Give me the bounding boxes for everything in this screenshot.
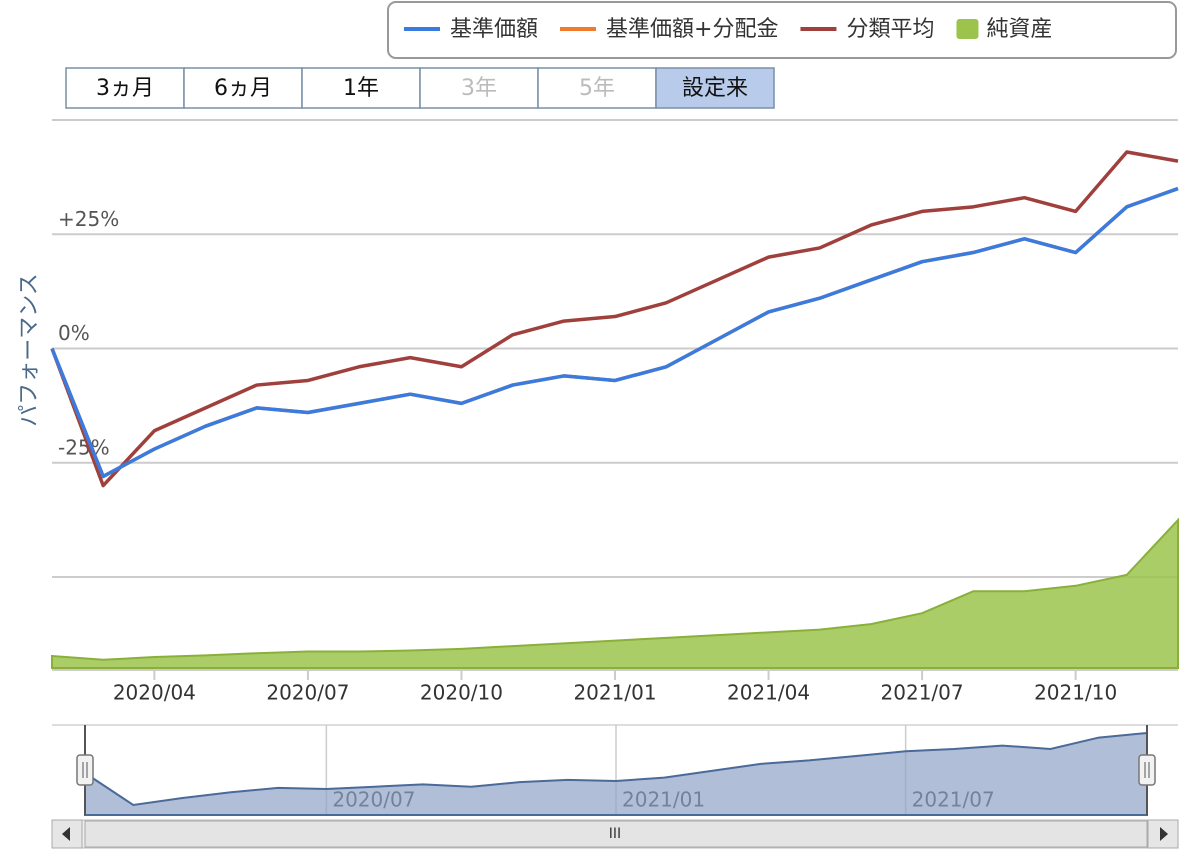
legend-box bbox=[387, 1, 1177, 59]
range-button[interactable] bbox=[183, 67, 303, 109]
range-button-label: 5年 bbox=[579, 76, 615, 101]
line bbox=[50, 150, 1179, 488]
y-tick-label: -25% bbox=[58, 435, 110, 459]
x-tick-label: 2021/10 bbox=[1034, 681, 1117, 705]
legend-label[interactable]: 基準価額+分配金 bbox=[606, 17, 778, 42]
range-button[interactable] bbox=[65, 67, 185, 109]
legend-label[interactable]: 分類平均 bbox=[846, 17, 934, 42]
navigator-handle[interactable] bbox=[1138, 754, 1156, 786]
range-button-label: 3ヵ月 bbox=[96, 76, 154, 101]
y-axis-title: パフォーマンス bbox=[17, 273, 42, 427]
arrow-right bbox=[1160, 827, 1168, 841]
legend-label[interactable]: 基準価額 bbox=[450, 17, 538, 42]
navigator-handle[interactable] bbox=[76, 754, 94, 786]
scrollbar-grip: III bbox=[609, 826, 621, 842]
range-button-label: 1年 bbox=[343, 76, 379, 101]
y-tick-label: 0% bbox=[58, 321, 90, 345]
arrow-left bbox=[62, 827, 70, 841]
x-tick-label: 2021/07 bbox=[881, 681, 964, 705]
x-tick-label: 2020/04 bbox=[113, 681, 196, 705]
range-button bbox=[419, 67, 539, 109]
x-tick-label: 2021/01 bbox=[573, 681, 656, 705]
legend-label[interactable]: 純資産 bbox=[986, 17, 1052, 42]
line bbox=[50, 186, 1179, 479]
range-button-label: 設定来 bbox=[682, 76, 748, 101]
range-button[interactable] bbox=[655, 67, 775, 109]
x-tick-label: 2021/04 bbox=[727, 681, 810, 705]
scrollbar-thumb[interactable] bbox=[84, 820, 1148, 848]
x-tick-label: 2020/07 bbox=[266, 681, 349, 705]
range-button-label: 3年 bbox=[461, 76, 497, 101]
navigator-series bbox=[84, 731, 1148, 816]
y-tick-label: +25% bbox=[58, 207, 119, 231]
legend-swatch[interactable] bbox=[956, 19, 979, 39]
x-tick-label: 2020/10 bbox=[420, 681, 503, 705]
range-button-label: 6ヵ月 bbox=[214, 76, 272, 101]
area bbox=[51, 517, 1179, 669]
range-button bbox=[537, 67, 657, 109]
line bbox=[50, 186, 1179, 479]
